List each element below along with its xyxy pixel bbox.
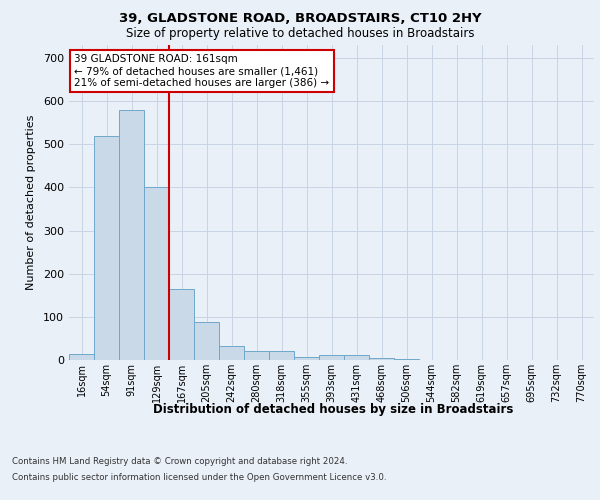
Text: Contains public sector information licensed under the Open Government Licence v3: Contains public sector information licen… xyxy=(12,472,386,482)
Bar xyxy=(144,188,169,360)
Bar xyxy=(394,359,419,360)
Bar xyxy=(219,346,244,360)
Text: Size of property relative to detached houses in Broadstairs: Size of property relative to detached ho… xyxy=(126,28,474,40)
Text: 39, GLADSTONE ROAD, BROADSTAIRS, CT10 2HY: 39, GLADSTONE ROAD, BROADSTAIRS, CT10 2H… xyxy=(119,12,481,26)
Bar xyxy=(369,358,394,360)
Bar xyxy=(294,356,319,360)
Bar xyxy=(319,355,344,360)
Bar xyxy=(344,355,369,360)
Bar xyxy=(269,352,294,360)
Bar xyxy=(244,352,269,360)
Bar xyxy=(194,322,219,360)
Text: Contains HM Land Registry data © Crown copyright and database right 2024.: Contains HM Land Registry data © Crown c… xyxy=(12,458,347,466)
Bar xyxy=(119,110,144,360)
Text: 39 GLADSTONE ROAD: 161sqm
← 79% of detached houses are smaller (1,461)
21% of se: 39 GLADSTONE ROAD: 161sqm ← 79% of detac… xyxy=(74,54,329,88)
Text: Distribution of detached houses by size in Broadstairs: Distribution of detached houses by size … xyxy=(153,402,513,415)
Bar xyxy=(94,136,119,360)
Bar xyxy=(169,289,194,360)
Y-axis label: Number of detached properties: Number of detached properties xyxy=(26,115,36,290)
Bar xyxy=(69,354,94,360)
